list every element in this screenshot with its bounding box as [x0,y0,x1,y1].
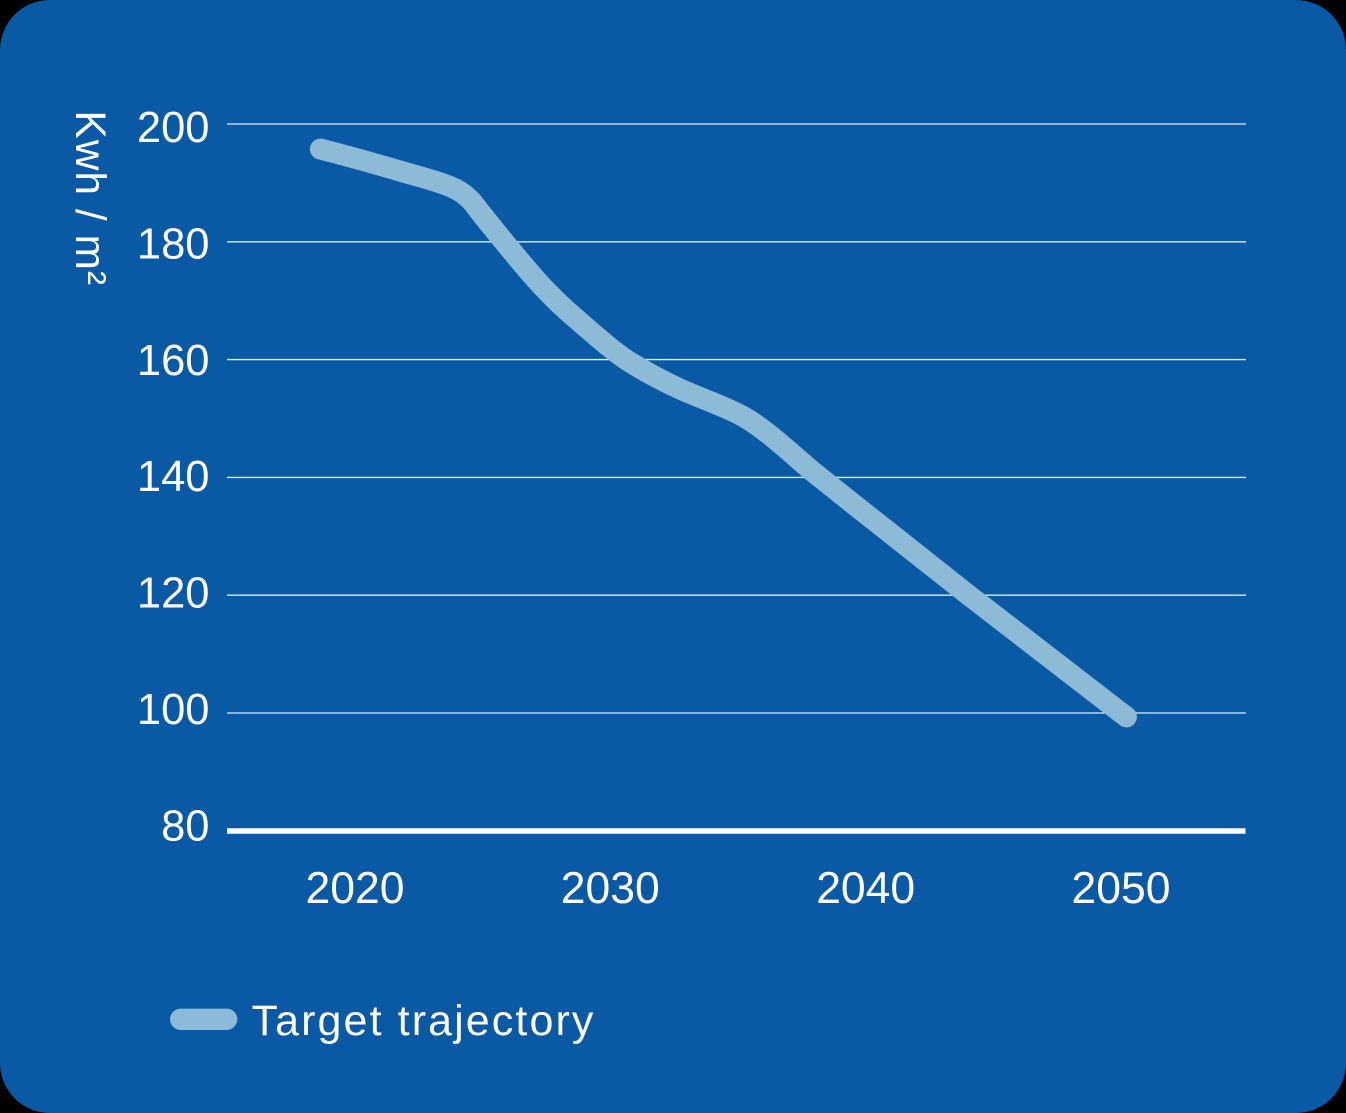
svg-text:80: 80 [161,802,209,850]
svg-text:100: 100 [137,686,210,734]
svg-text:140: 140 [137,453,210,501]
svg-text:Kwh / m²: Kwh / m² [66,110,113,286]
svg-text:160: 160 [137,337,210,385]
svg-text:200: 200 [137,104,210,152]
svg-text:180: 180 [137,220,210,268]
svg-text:2040: 2040 [816,864,915,913]
svg-text:2030: 2030 [561,864,660,913]
svg-text:Target trajectory: Target trajectory [252,997,596,1045]
svg-text:2020: 2020 [306,864,405,913]
svg-text:2050: 2050 [1072,864,1171,913]
svg-text:120: 120 [137,570,210,618]
